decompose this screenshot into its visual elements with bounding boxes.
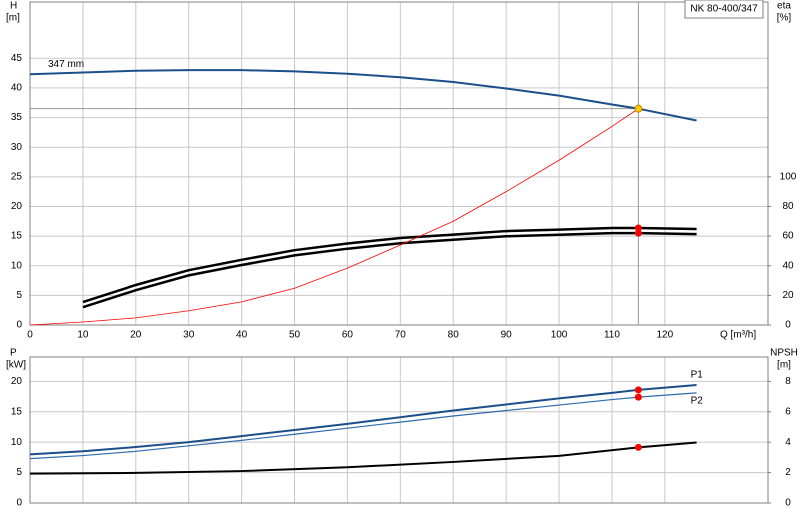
series-label: P1 — [691, 370, 704, 381]
x-tick-label: 110 — [604, 330, 620, 341]
x-tick-label: 20 — [130, 330, 142, 341]
y2-tick-label: 40 — [782, 260, 794, 271]
x-tick-label: 70 — [395, 330, 407, 341]
plot-frame — [29, 356, 769, 504]
y-tick-label: 0 — [16, 320, 22, 331]
plot-frame — [29, 1, 769, 326]
y-tick-label: 0 — [16, 498, 22, 509]
y2-axis-label: [m] — [777, 360, 791, 371]
model-label: NK 80-400/347 — [690, 4, 758, 15]
x-tick-label: 10 — [77, 330, 89, 341]
operating-point — [634, 104, 643, 113]
y-tick-label: 35 — [11, 112, 23, 123]
x-tick-label: 80 — [448, 330, 460, 341]
operating-point — [634, 393, 642, 401]
y-tick-label: 40 — [11, 83, 23, 94]
y2-tick-label: 100 — [780, 171, 797, 182]
y-tick-label: 30 — [11, 142, 23, 153]
y2-tick-label: 8 — [785, 376, 791, 387]
y2-tick-label: 20 — [782, 290, 794, 301]
y-tick-label: 45 — [11, 53, 23, 64]
y-tick-label: 5 — [16, 290, 22, 301]
y-tick-label: 20 — [11, 376, 23, 387]
y2-tick-label: 60 — [782, 231, 794, 242]
x-tick-label: 60 — [342, 330, 354, 341]
y-axis-label: [m] — [6, 13, 20, 24]
y-axis-label: [kW] — [6, 360, 26, 371]
y2-tick-label: 2 — [785, 467, 791, 478]
operating-point — [634, 386, 642, 394]
model-box — [684, 0, 764, 19]
operating-point — [634, 443, 642, 451]
x-tick-label: 100 — [551, 330, 568, 341]
y2-tick-label: 80 — [782, 201, 794, 212]
x-tick-label: 90 — [501, 330, 513, 341]
curve — [29, 383, 697, 456]
curve — [82, 231, 697, 309]
y-axis-label: P — [10, 348, 17, 359]
x-tick-label: 120 — [656, 330, 673, 341]
y-tick-label: 15 — [11, 231, 23, 242]
y2-axis-label: NPSH — [770, 348, 798, 359]
y2-tick-label: 6 — [785, 406, 791, 417]
y-tick-label: 10 — [11, 437, 23, 448]
y-tick-label: 5 — [16, 467, 22, 478]
x-tick-label: 0 — [27, 330, 33, 341]
y-tick-label: 15 — [11, 406, 23, 417]
y-axis-label: H — [10, 1, 17, 12]
curve — [82, 226, 697, 304]
curve — [29, 69, 697, 122]
operating-point — [634, 224, 642, 232]
x-axis-label: Q [m³/h] — [720, 330, 756, 341]
curve — [29, 392, 697, 460]
curve — [29, 108, 639, 326]
y2-axis-label: [%] — [777, 13, 792, 24]
y2-tick-label: 0 — [785, 320, 791, 331]
x-tick-label: 40 — [236, 330, 248, 341]
y-tick-label: 25 — [11, 171, 23, 182]
x-tick-label: 50 — [289, 330, 301, 341]
y2-tick-label: 4 — [785, 437, 791, 448]
curve — [29, 441, 697, 475]
x-tick-label: 30 — [183, 330, 195, 341]
operating-point — [634, 229, 642, 237]
series-label: P2 — [691, 396, 704, 407]
series-label: 347 mm — [48, 59, 84, 70]
y-tick-label: 10 — [11, 260, 23, 271]
y2-axis-label: eta — [777, 1, 791, 12]
y2-tick-label: 0 — [785, 498, 791, 509]
y-tick-label: 20 — [11, 201, 23, 212]
